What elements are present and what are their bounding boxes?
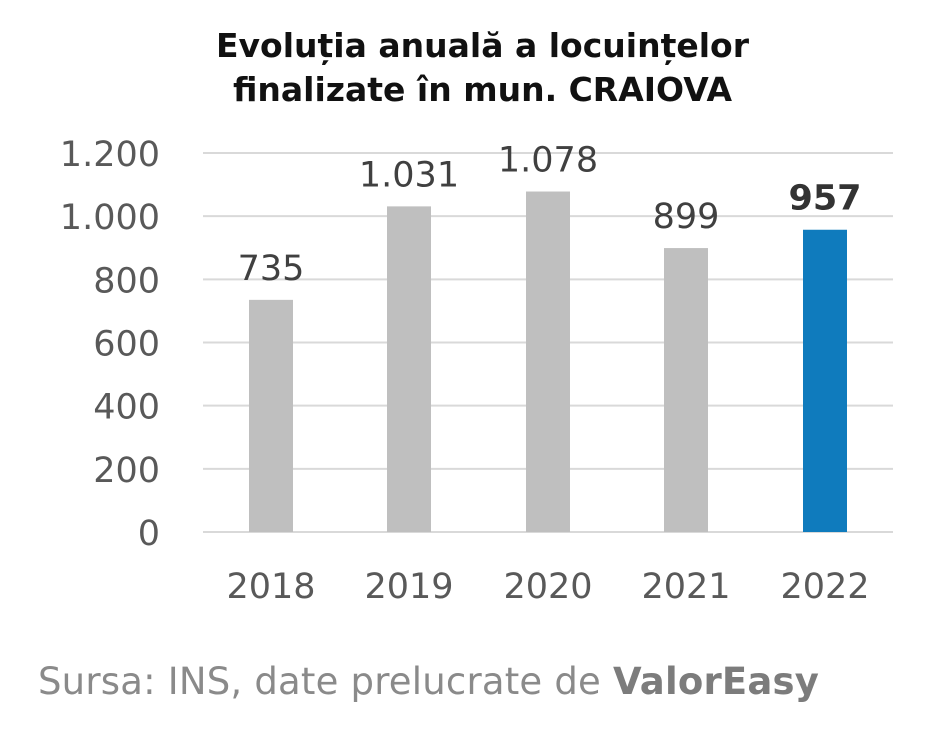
x-tick-label: 2022 [780,567,869,607]
bar [249,299,293,532]
bar [387,206,431,532]
bar [803,229,847,532]
source-brand: ValorEasy [612,660,820,703]
y-tick-label: 0 [138,514,160,554]
y-tick-label: 800 [93,261,160,301]
data-label: 1.078 [498,141,598,181]
y-tick-label: 1.200 [60,135,160,175]
bar-chart: 0 200 400 600 800 1.000 1.200 735 2018 1.031 2019 1… [60,135,893,607]
bar [664,248,708,532]
y-tick-label: 400 [93,388,160,428]
x-tick-label: 2018 [226,567,315,607]
y-tick-label: 200 [93,451,160,491]
x-tick-label: 2019 [364,567,453,607]
chart-title: Evoluția anuală a locuințelor finalizate… [0,24,928,112]
chart-title-line-2: finalizate în mun. CRAIOVA [232,70,733,109]
data-label: 1.031 [359,155,459,195]
x-tick-label: 2021 [641,567,730,607]
data-label: 957 [788,179,861,219]
y-tick-label: 1.000 [60,198,160,238]
y-tick-label: 600 [93,325,160,365]
data-label: 899 [653,197,720,237]
chart-title-line-1: Evoluția anuală a locuințelor [216,26,749,65]
x-tick-label: 2020 [503,567,592,607]
data-label: 735 [238,249,305,289]
bar [526,191,570,532]
source-note: Sursa: INS, date prelucrate de ValorEasy [38,660,819,703]
source-prefix: Sursa: INS, date prelucrate de [38,660,613,703]
